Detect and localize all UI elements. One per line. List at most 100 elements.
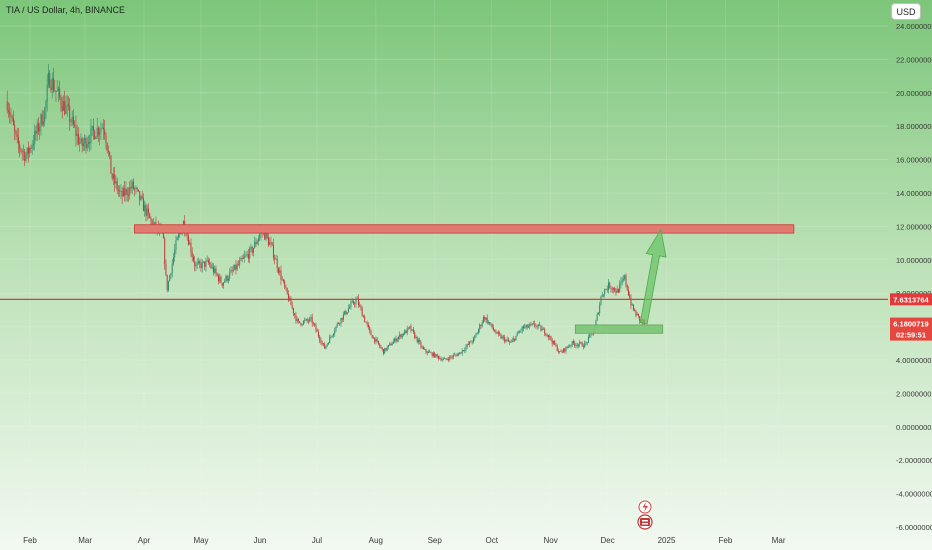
candle-body — [352, 300, 354, 304]
candle-body — [621, 279, 623, 282]
candle-body — [227, 278, 229, 281]
event-icons[interactable] — [637, 500, 653, 530]
candle-body — [401, 333, 403, 338]
candle-body — [449, 356, 451, 361]
candle-body — [241, 258, 243, 259]
candle-body — [35, 130, 37, 134]
candle-body — [564, 348, 566, 352]
candle-body — [507, 339, 509, 342]
candle-body — [51, 78, 53, 90]
candle-body — [521, 326, 523, 331]
currency-button[interactable]: USD — [891, 3, 921, 20]
candle-body — [394, 338, 396, 342]
candle-body — [432, 352, 434, 357]
resistance-zone — [134, 224, 795, 234]
candle-body — [246, 254, 248, 256]
candle-body — [346, 312, 348, 315]
candle-body — [454, 354, 456, 356]
current-price-tag — [890, 317, 932, 341]
candle-body — [570, 345, 572, 346]
candle-body — [566, 346, 568, 348]
candle-body — [80, 138, 82, 143]
candle-body — [575, 344, 577, 346]
candle-body — [32, 143, 34, 146]
candle-body — [16, 134, 18, 137]
candle-body — [344, 310, 346, 315]
candle-body — [480, 324, 482, 326]
candle-body — [305, 319, 307, 321]
candle-body — [147, 208, 149, 214]
projection-arrow — [639, 228, 667, 325]
candle-body — [55, 90, 57, 92]
candle-body — [442, 358, 444, 360]
candle-body — [135, 187, 137, 189]
candle-body — [125, 189, 127, 196]
candle-body — [154, 222, 156, 224]
candle-body — [49, 73, 51, 88]
y-tick-label: 10.0000000 — [896, 256, 932, 265]
candle-body — [544, 328, 546, 335]
candle-body — [171, 263, 173, 274]
candle-body — [200, 263, 202, 269]
candle-body — [351, 300, 353, 303]
candle-body — [282, 279, 284, 282]
candle-body — [172, 257, 174, 264]
candle-body — [602, 294, 604, 296]
candle-body — [426, 351, 428, 354]
ticker-title[interactable]: TIA / US Dollar, 4h, BINANCE — [6, 5, 126, 15]
candle-body — [417, 339, 419, 343]
candle-body — [302, 320, 304, 325]
candle-body — [475, 334, 477, 337]
candle-body — [614, 287, 616, 291]
candle-body — [484, 316, 486, 320]
x-tick-label: Feb — [719, 536, 733, 545]
candle-body — [535, 325, 537, 327]
candle-body — [37, 123, 39, 132]
x-axis: Feb Mar Apr May Jun Jul Aug Sep Oct Nov Dec 2025 Feb… — [23, 536, 786, 545]
candle-body — [580, 342, 582, 344]
y-tick-label: 18.0000000 — [896, 122, 932, 131]
candle-body — [327, 343, 329, 345]
candle-body — [89, 142, 91, 144]
candle-body — [209, 262, 211, 265]
candle-body — [292, 307, 294, 314]
candle-body — [366, 322, 368, 325]
candle-body — [29, 148, 31, 154]
candle-body — [534, 323, 536, 326]
x-tick-label: 2025 — [658, 536, 676, 545]
candle-body — [250, 246, 252, 248]
candle-body — [381, 347, 383, 350]
candle-body — [424, 349, 426, 350]
candle-body — [407, 327, 409, 329]
candle-body — [380, 346, 382, 348]
candle-body — [506, 339, 508, 341]
candle-body — [554, 340, 556, 345]
candle-body — [175, 240, 177, 250]
candle-body — [625, 275, 627, 285]
candle-body — [132, 181, 134, 189]
candle-body — [240, 258, 242, 261]
candle-body — [515, 335, 517, 341]
candle-body — [267, 237, 269, 246]
candle-body — [441, 359, 443, 361]
candle-body — [429, 351, 431, 353]
candle-body — [311, 317, 313, 324]
candle-body — [25, 155, 27, 161]
flag-icon — [640, 518, 650, 526]
candle-body — [404, 330, 406, 335]
candle-body — [255, 241, 257, 245]
candle-body — [579, 342, 581, 345]
candle-body — [196, 263, 198, 265]
candle-body — [77, 133, 79, 144]
candle-body — [56, 90, 58, 92]
candle-body — [14, 125, 16, 132]
candle-body — [460, 352, 462, 354]
flag-stripe-icon — [642, 520, 648, 522]
candle-body — [340, 317, 342, 324]
candle-body — [104, 129, 106, 135]
candle-body — [400, 334, 402, 338]
candle-body — [116, 181, 118, 190]
candle-body — [467, 344, 469, 345]
